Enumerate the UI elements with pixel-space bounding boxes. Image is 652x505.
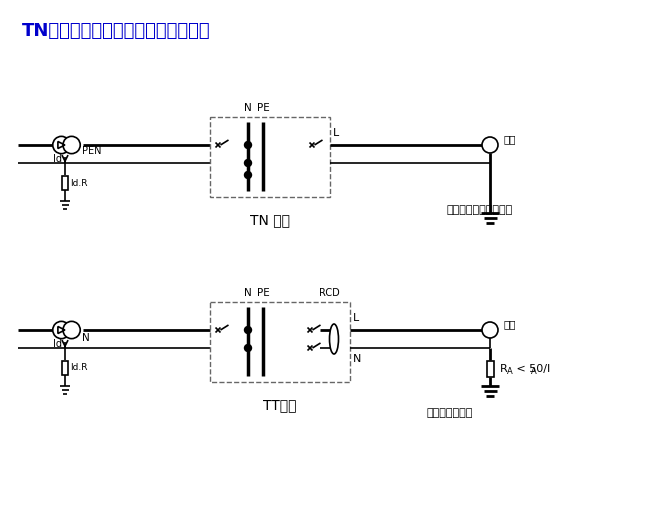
Text: L: L: [333, 128, 339, 138]
Circle shape: [244, 172, 252, 178]
Circle shape: [63, 321, 80, 339]
Circle shape: [482, 322, 498, 338]
Circle shape: [53, 321, 70, 339]
Text: N: N: [82, 333, 90, 343]
Text: TN 系统: TN 系统: [250, 213, 290, 227]
Text: PEN: PEN: [82, 146, 102, 156]
Text: Id: Id: [53, 339, 62, 349]
Text: 路灯: 路灯: [504, 319, 516, 329]
Text: Id.R: Id.R: [70, 178, 87, 187]
Bar: [486, 361, 494, 377]
Text: R: R: [500, 364, 508, 374]
Bar: [210, 302, 350, 382]
Text: N: N: [353, 354, 361, 364]
Text: PE: PE: [257, 103, 269, 113]
Ellipse shape: [329, 324, 338, 354]
Bar: [210, 117, 330, 197]
Text: < 50/I: < 50/I: [513, 364, 550, 374]
Circle shape: [244, 160, 252, 167]
Text: TT系统: TT系统: [263, 398, 297, 412]
Text: Id.R: Id.R: [70, 364, 87, 373]
Text: L: L: [353, 313, 359, 323]
Text: A: A: [531, 367, 537, 376]
Text: PE: PE: [257, 288, 269, 298]
Text: （需局部等电位联结）: （需局部等电位联结）: [447, 205, 513, 215]
Circle shape: [244, 344, 252, 351]
Text: （需单独接地）: （需单独接地）: [427, 408, 473, 418]
Text: N: N: [244, 103, 252, 113]
Circle shape: [244, 327, 252, 333]
Bar: [62, 176, 68, 190]
Text: N: N: [244, 288, 252, 298]
Text: RCD: RCD: [319, 288, 340, 298]
Circle shape: [482, 137, 498, 153]
Circle shape: [63, 136, 80, 154]
Circle shape: [53, 136, 70, 154]
Bar: [62, 361, 68, 375]
Text: A: A: [507, 367, 512, 376]
Circle shape: [244, 141, 252, 148]
Text: TN系统是否不能用于室外电气装置？: TN系统是否不能用于室外电气装置？: [22, 22, 211, 40]
Text: 路灯: 路灯: [504, 134, 516, 144]
Text: Id: Id: [53, 154, 62, 164]
